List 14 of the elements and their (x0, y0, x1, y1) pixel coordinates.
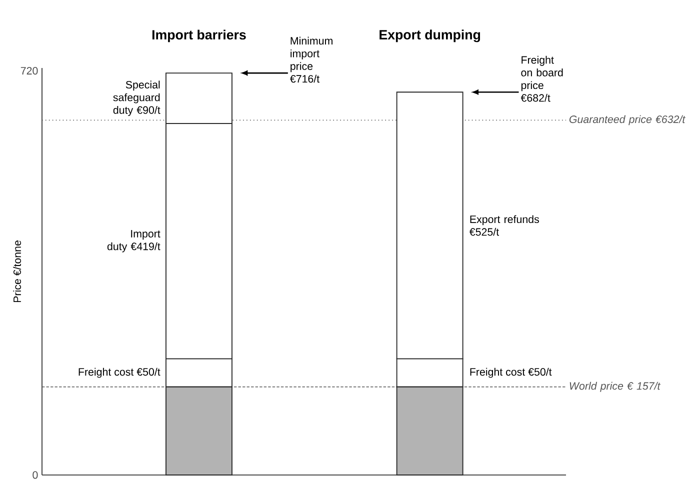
annotation: Special safeguard duty €90/t (113, 80, 160, 116)
annotation: Export refunds €525/t (469, 215, 539, 236)
ref-line-label: Guaranteed price €632/t (569, 115, 686, 126)
x-tick-label: Import barriers (152, 30, 246, 42)
annotation: Minimum import price €716/t (290, 36, 332, 83)
annotation: Freight on board price €682/t (520, 56, 563, 102)
annotation: Freight cost €50/t (470, 368, 552, 378)
x-tick-label: Export dumping (380, 30, 480, 42)
annotation: Import duty €419/t (107, 230, 160, 252)
y-tick-label: 720 (20, 67, 38, 75)
ref-line-label: World price € 157/t (570, 382, 661, 392)
y-tick-label: 0 (32, 471, 38, 479)
annotation: Freight cost €50/t (78, 368, 160, 378)
y-axis-title: Price €/tonne (13, 240, 22, 302)
